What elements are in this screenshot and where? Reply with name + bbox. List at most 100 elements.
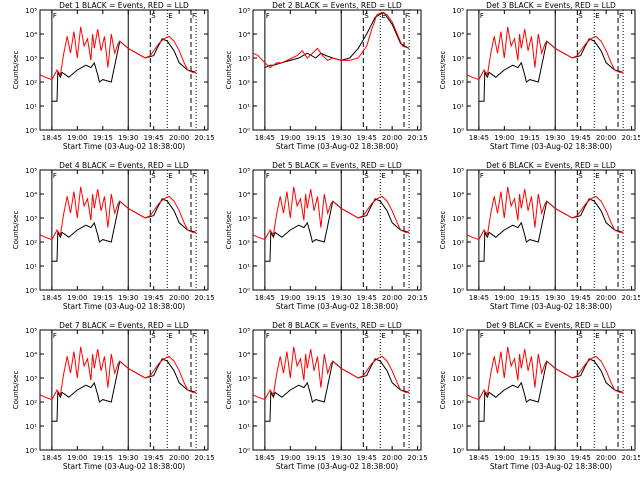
marker-letter: F [53,172,57,180]
y-tick-label: 10⁵ [452,167,464,175]
x-tick-label: 20:00 [169,294,189,302]
y-tick-label: 10¹ [452,103,464,111]
x-axis-label: Start Time (03-Aug-02 18:38:00) [276,142,398,151]
y-tick-label: 10³ [452,375,464,383]
x-tick-label: 20:15 [408,454,428,462]
x-tick-label: 20:15 [195,134,215,142]
x-tick-label: 20:00 [169,134,189,142]
y-tick-label: 10³ [25,55,37,63]
plot-frame [466,9,636,131]
y-tick-label: 10³ [238,215,250,223]
marker-letter: E [595,172,599,180]
y-tick-label: 10⁵ [25,167,37,175]
series-events-line [478,358,624,422]
panel-det-9: 10⁰ 10¹ 10² 10³ 10⁴ 10⁵ 18:45 19:00 19:15 19:30 19… [439,321,640,471]
series-events-line [478,38,624,102]
panel-det-4: 10⁰ 10¹ 10² 10³ 10⁴ 10⁵ 18:45 19:00 19:15 19:30 19… [12,161,215,311]
y-tick-label: 10¹ [238,423,250,431]
x-tick-label: 19:00 [67,294,87,302]
x-tick-label: 18:45 [255,454,275,462]
y-axis-label: Counts/sec [439,371,447,410]
y-tick-label: 10⁴ [25,351,37,359]
y-tick-label: 10⁴ [452,191,464,199]
marker-letter: E [381,12,385,20]
x-tick-label: 19:15 [93,454,113,462]
y-tick-label: 10³ [452,55,464,63]
series-lld-line [467,186,624,241]
x-axis-label: Start Time (03-Aug-02 18:38:00) [490,302,612,311]
marker-letter: F [53,332,57,340]
x-tick-label: 19:30 [118,134,138,142]
marker-letter: S [578,12,583,20]
plot-frame [39,329,209,451]
y-tick-label: 10⁵ [238,7,250,15]
marker-letter: F [480,172,484,180]
marker-letter: E [168,332,172,340]
plot-frame [252,329,422,451]
marker-letter: F [192,172,196,180]
x-tick-label: 19:45 [571,454,591,462]
x-tick-label: 19:45 [144,454,164,462]
y-tick-label: 10⁰ [238,127,250,135]
y-axis-label: Counts/sec [12,211,20,250]
series-lld-line [467,26,624,81]
marker-letter: E [168,172,172,180]
x-tick-label: 19:30 [118,294,138,302]
x-tick-label: 18:45 [255,134,275,142]
y-tick-label: 10⁴ [452,31,464,39]
series-events-line [264,358,410,422]
panel-det-6: 10⁰ 10¹ 10² 10³ 10⁴ 10⁵ 18:45 19:00 19:15 19:30 19… [439,161,640,311]
y-tick-label: 10⁴ [238,191,250,199]
x-axis-label: Start Time (03-Aug-02 18:38:00) [276,462,398,471]
x-tick-label: 19:30 [545,294,565,302]
panel-det-5: 10⁰ 10¹ 10² 10³ 10⁴ 10⁵ 18:45 19:00 19:15 19:30 19… [225,161,428,311]
series-events-line [264,198,410,262]
x-tick-label: 19:15 [306,134,326,142]
x-tick-label: 19:00 [494,294,514,302]
x-tick-label: 19:15 [93,134,113,142]
x-tick-label: 19:45 [144,134,164,142]
marker-letter: S [364,172,369,180]
x-axis-label: Start Time (03-Aug-02 18:38:00) [63,462,185,471]
y-tick-label: 10⁵ [25,327,37,335]
panel-title: Det 6 BLACK = Events, RED = LLD [486,161,616,170]
marker-letter: S [578,172,583,180]
series-lld-line [253,346,410,401]
panel-det-3: 10⁰ 10¹ 10² 10³ 10⁴ 10⁵ 18:45 19:00 19:15 19:30 19… [439,1,640,151]
y-tick-label: 10² [452,79,464,87]
x-tick-label: 20:00 [382,294,402,302]
y-tick-label: 10² [238,399,250,407]
y-tick-label: 10¹ [25,423,37,431]
marker-letter: F [619,12,623,20]
y-tick-label: 10³ [25,215,37,223]
x-tick-label: 19:15 [93,294,113,302]
y-tick-label: 10³ [452,215,464,223]
plot-frame [466,169,636,291]
x-tick-label: 19:15 [520,134,540,142]
y-tick-label: 10¹ [25,103,37,111]
panel-det-8: 10⁰ 10¹ 10² 10³ 10⁴ 10⁵ 18:45 19:00 19:15 19:30 19… [225,321,428,471]
y-tick-label: 10⁰ [452,287,464,295]
x-tick-label: 18:45 [42,454,62,462]
marker-letter: F [480,12,484,20]
x-tick-label: 19:45 [571,294,591,302]
y-tick-label: 10² [25,79,37,87]
y-axis-label: Counts/sec [225,211,233,250]
x-tick-label: 20:15 [622,454,640,462]
y-tick-label: 10⁰ [452,127,464,135]
y-tick-label: 10² [238,79,250,87]
x-tick-label: 20:15 [408,134,428,142]
y-tick-label: 10⁵ [238,167,250,175]
y-tick-label: 10⁴ [452,351,464,359]
y-axis-label: Counts/sec [12,371,20,410]
marker-letter: F [53,12,57,20]
marker-letter: F [405,172,409,180]
panel-title: Det 2 BLACK = Events, RED = LLD [272,1,402,10]
series-lld-line [253,11,410,69]
x-tick-label: 19:00 [67,134,87,142]
y-tick-label: 10² [452,239,464,247]
x-tick-label: 19:00 [280,294,300,302]
marker-letter: F [405,332,409,340]
x-tick-label: 19:15 [520,454,540,462]
plot-frame [466,329,636,451]
